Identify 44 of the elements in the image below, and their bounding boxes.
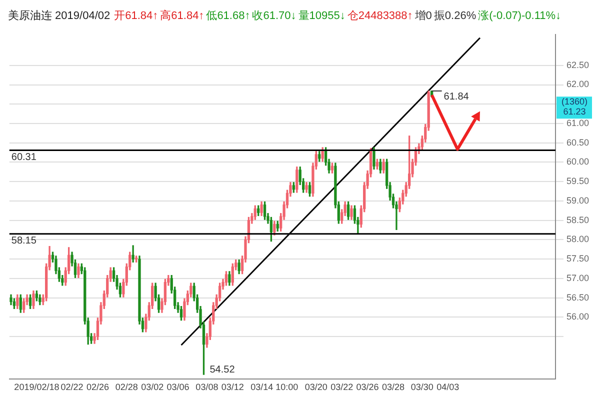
text: 收61.70↓: [252, 10, 296, 22]
y-tick-label: 62.50: [566, 60, 590, 70]
x-tick-label: 03/02: [141, 382, 164, 392]
y-tick-label: 56.50: [566, 292, 590, 302]
ref-line-label: 60.31: [11, 152, 37, 163]
text: 高61.84↑: [160, 10, 204, 22]
text: 量10955↓: [298, 10, 346, 22]
text: 低61.68↑: [206, 10, 250, 22]
candlestick: [132, 245, 134, 263]
text: 仓24483388↑: [347, 10, 413, 22]
y-tick-label: 56.00: [566, 312, 590, 322]
y-tick-label: 59.50: [566, 176, 590, 186]
x-tick-label: 03/06: [166, 382, 190, 392]
text: 振0.26%: [434, 10, 476, 22]
y-tick-label: 58.00: [566, 234, 590, 244]
x-tick-label: 03/26: [356, 382, 379, 392]
x-tick-label: 03/22: [330, 382, 354, 392]
x-tick-label: 04/03: [436, 382, 460, 392]
x-tick-label: 02/22: [60, 382, 84, 392]
text: (1360) 61.23: [561, 96, 588, 117]
x-tick-label: 03/28: [382, 382, 405, 392]
y-tick-label: 61.00: [566, 118, 590, 128]
annotation: 54.52: [210, 364, 236, 376]
y-tick-label: 59.00: [566, 195, 590, 206]
x-tick-label: 02/26: [86, 382, 109, 392]
text: 涨(-0.07)-0.11%↓: [478, 10, 562, 22]
x-tick-label: 02/28: [115, 382, 138, 392]
text: 开61.84↑: [114, 10, 158, 22]
x-tick-label: 03/30: [410, 382, 434, 392]
y-tick-label: 60.00: [566, 156, 590, 167]
ref-line-label: 58.15: [11, 236, 37, 247]
y-tick-label: 57.00: [566, 272, 590, 283]
y-tick-label: 58.50: [566, 214, 590, 225]
x-tick-label: 03/08: [196, 382, 218, 392]
chart-title: 美原油连 2019/04/02: [8, 10, 110, 22]
annotation: 61.84: [444, 92, 470, 103]
x-tick-label: 2019/02/18: [14, 382, 60, 392]
x-tick-label: 03/20: [304, 382, 328, 392]
y-tick-label: 60.50: [566, 137, 590, 148]
y-tick-label: 62.00: [566, 79, 590, 90]
y-tick-label: 57.50: [566, 254, 590, 264]
x-tick-label: 03/12: [221, 382, 244, 392]
x-tick-label: 03/14 10:00: [250, 382, 298, 392]
text: 增0: [414, 10, 432, 22]
